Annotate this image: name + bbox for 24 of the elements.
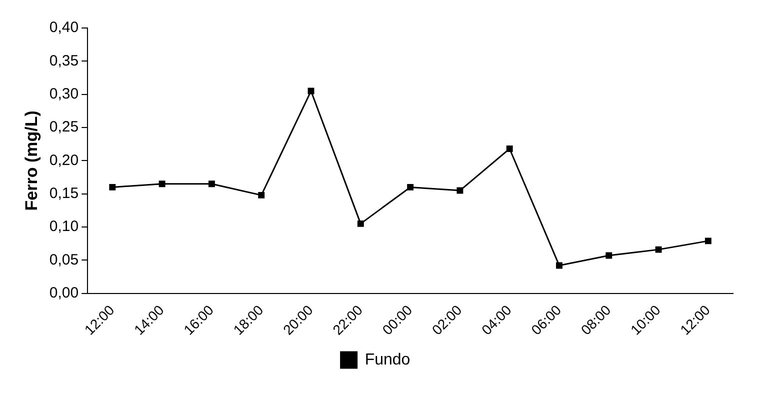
- y-tick-label: 0,30: [49, 85, 79, 102]
- point: [506, 146, 513, 152]
- point: [158, 180, 166, 188]
- y-tick-label: 0,00: [49, 284, 79, 302]
- y-tick-label: 0,25: [49, 118, 79, 136]
- y-tick-label: 0,20: [49, 152, 79, 169]
- legend-label: Fundo: [364, 351, 410, 368]
- y-tick-label: 0,10: [49, 218, 79, 236]
- point: [456, 187, 464, 194]
- point: [655, 246, 662, 253]
- y-tick-label: 0,15: [49, 184, 79, 202]
- y-tick-label: 0,40: [49, 19, 79, 36]
- point: [407, 184, 414, 190]
- point: [704, 238, 712, 244]
- point: [258, 192, 265, 198]
- point: [208, 180, 215, 188]
- point: [109, 184, 116, 190]
- point: [357, 220, 364, 227]
- y-axis-title: Ferro (mg/L): [22, 110, 41, 211]
- y-tick-label: 0,35: [49, 52, 79, 70]
- point: [606, 252, 612, 259]
- point: [556, 262, 562, 269]
- y-tick-label: 0,05: [49, 251, 79, 268]
- point: [308, 88, 314, 94]
